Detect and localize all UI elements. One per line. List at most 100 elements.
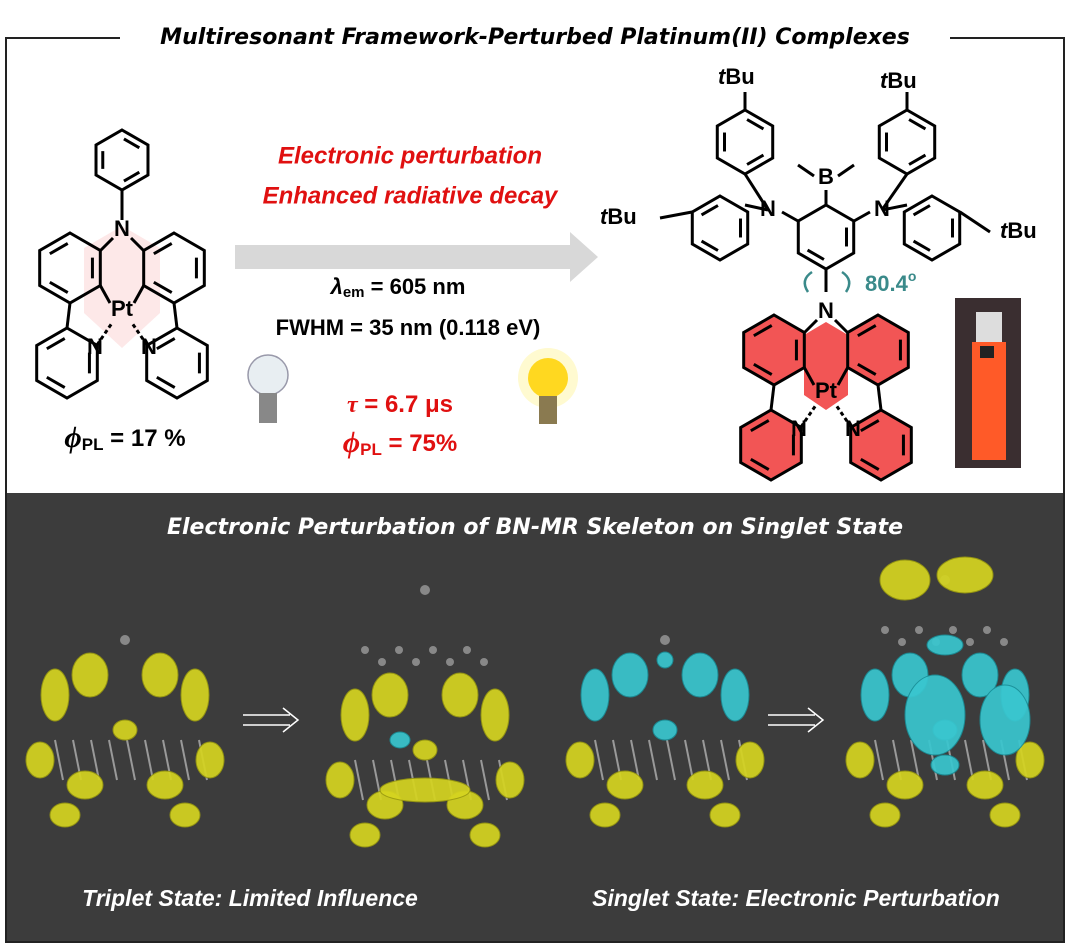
tbu-prefix: t [718, 64, 727, 89]
orbital-lobe [66, 770, 104, 800]
double-bond [46, 337, 66, 351]
orbital-lobe [735, 741, 765, 779]
orbital-lobe [860, 668, 890, 722]
ring [145, 326, 209, 400]
bond [959, 210, 991, 234]
decay-text: Enhanced radiative decay [263, 182, 559, 209]
double-bond [123, 170, 141, 183]
orbital-lobe [71, 652, 109, 698]
atom-label: N [760, 196, 776, 221]
atom-label: N [791, 416, 807, 441]
bond [781, 210, 799, 223]
mol-bond [594, 739, 604, 781]
atom-ball [420, 585, 430, 595]
double-bond [908, 153, 927, 166]
vial-photo [955, 298, 1021, 468]
double-bond [156, 375, 176, 389]
atom-ball [915, 626, 923, 634]
mol-bond [54, 739, 64, 781]
orbital-lobe [371, 672, 409, 718]
double-bond [860, 457, 880, 471]
double-bond [46, 375, 66, 389]
double-bond [860, 419, 880, 433]
orbital-lobe [904, 674, 966, 756]
orbital-lobe [966, 770, 1004, 800]
atom-ball [361, 646, 369, 654]
bond [65, 302, 72, 329]
orbital-lobe [340, 688, 370, 742]
atom-ball [949, 626, 957, 634]
tbu-name: Bu [607, 204, 636, 229]
atom-label: N [114, 216, 130, 241]
orbital-lobe [441, 672, 479, 718]
atom-ball [412, 658, 420, 666]
atom-ball [881, 626, 889, 634]
mol-bond [144, 739, 154, 781]
bond [799, 404, 818, 428]
mol-bond [684, 739, 694, 781]
caption-singlet: Singlet State: Electronic Perturbation [592, 885, 1000, 911]
atom-ball [378, 658, 386, 666]
orbital-lobe [652, 719, 678, 741]
bulb-off [247, 354, 289, 423]
mol-bond [648, 739, 658, 781]
orbital-lobe [656, 651, 674, 669]
double-bond [746, 153, 765, 166]
mol-bond [630, 739, 640, 781]
double-bond [753, 324, 773, 338]
bond [744, 203, 769, 212]
double-bond [700, 239, 719, 252]
core-tint [84, 226, 160, 348]
caption-triplet: Triplet State: Limited Influence [82, 885, 418, 911]
bond [172, 302, 179, 329]
tbu-label: tBu [880, 68, 917, 93]
bond [836, 366, 850, 386]
ring [690, 194, 750, 262]
quantum-yield-right: ϕPL = 75% [343, 426, 457, 460]
atom-label: N [87, 334, 103, 359]
orbital-lobe [886, 770, 924, 800]
double-bond [806, 248, 825, 261]
atom-ball [395, 646, 403, 654]
double-bond [753, 362, 773, 376]
bond [797, 163, 815, 178]
double-bond [912, 204, 931, 217]
double-bond [49, 280, 69, 294]
emission: λem = 605 nm [330, 274, 466, 301]
bond [833, 318, 850, 335]
orbital-lobe [580, 668, 610, 722]
bond [837, 163, 855, 178]
core-fill [804, 322, 848, 410]
rotation-arrows [803, 270, 851, 293]
tbu-label: tBu [1000, 218, 1037, 243]
tbu-prefix: t [1000, 218, 1009, 243]
tbu-label: tBu [600, 204, 637, 229]
orbital-lobe [606, 770, 644, 800]
orbital-lobe [169, 802, 201, 828]
bond [876, 384, 883, 411]
orbital-lobe [565, 741, 595, 779]
quantum-yield-left: ϕPL = 17 % [64, 421, 185, 455]
atom-ball [120, 635, 130, 645]
orbital-picture [325, 585, 525, 848]
atom-ball [463, 646, 471, 654]
atom-label: N [874, 196, 890, 221]
atom-ball [898, 638, 906, 646]
orbital-lobe [180, 668, 210, 722]
double-arrow [243, 707, 825, 733]
orbital-lobe [961, 652, 999, 698]
arrow [235, 232, 598, 282]
atom-ball [660, 635, 670, 645]
orbital-lobe [412, 739, 438, 761]
frame [5, 37, 1065, 943]
orbital-lobe [146, 770, 184, 800]
double-bond [750, 457, 770, 471]
title: Multiresonant Framework-Perturbed Platin… [160, 25, 910, 50]
double-bond [908, 118, 927, 131]
orbital-lobe [709, 802, 741, 828]
orbital-lobe [979, 684, 1031, 756]
bond [743, 173, 770, 211]
atom-label: Pt [815, 378, 838, 403]
bond [98, 284, 112, 304]
mol-bond [126, 739, 136, 781]
